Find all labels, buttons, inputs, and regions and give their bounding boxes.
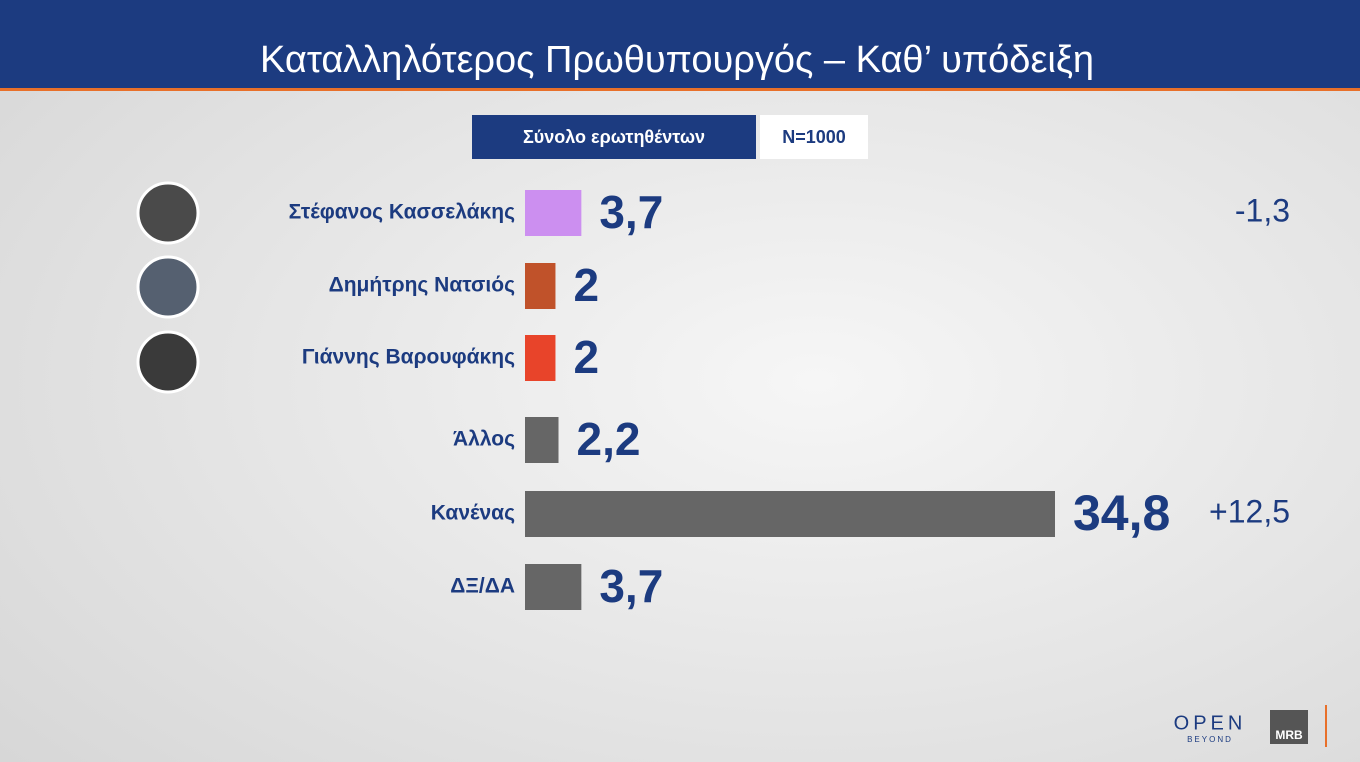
value-label: 2: [573, 331, 599, 383]
category-label: Γιάννης Βαρουφάκης: [302, 346, 515, 369]
logo-divider: [1325, 705, 1327, 747]
value-label: 2: [573, 259, 599, 311]
bar: [525, 335, 556, 381]
category-label: Στέφανος Κασσελάκης: [289, 201, 515, 224]
logo-box: [1270, 710, 1308, 744]
logo-mrb: MRB: [1275, 728, 1303, 742]
change-label: -1,3: [1235, 192, 1290, 228]
value-label: 34,8: [1073, 485, 1170, 541]
title-underline: [0, 88, 1360, 91]
photo: [136, 330, 200, 394]
photo: [136, 181, 200, 245]
category-label: Κανένας: [431, 502, 515, 525]
bar: [525, 491, 1056, 537]
category-label: Δημήτρης Νατσιός: [329, 274, 515, 297]
chart-title: Καταλληλότερος Πρωθυπουργός – Καθ’ υπόδε…: [260, 39, 1094, 81]
bar: [525, 564, 582, 610]
subtitle-box: [472, 115, 756, 159]
category-label: ΔΞ/ΔΑ: [450, 575, 515, 598]
value-label: 3,7: [599, 560, 663, 612]
bar: [525, 417, 559, 463]
bar: [525, 263, 556, 309]
title-bar: [0, 0, 1360, 88]
subtitle: Σύνολο ερωτηθέντων: [523, 127, 705, 147]
logo-open: OPEN: [1174, 712, 1247, 734]
sample-box: [760, 115, 868, 159]
bar: [525, 190, 582, 236]
photo: [136, 255, 200, 319]
photos: [136, 181, 200, 394]
sample-size: N=1000: [782, 127, 846, 147]
change-label: +12,5: [1209, 493, 1290, 529]
value-label: 2,2: [577, 413, 641, 465]
value-label: 3,7: [599, 186, 663, 238]
category-label: Άλλος: [453, 428, 515, 451]
logo-beyond: BEYOND: [1187, 735, 1233, 744]
